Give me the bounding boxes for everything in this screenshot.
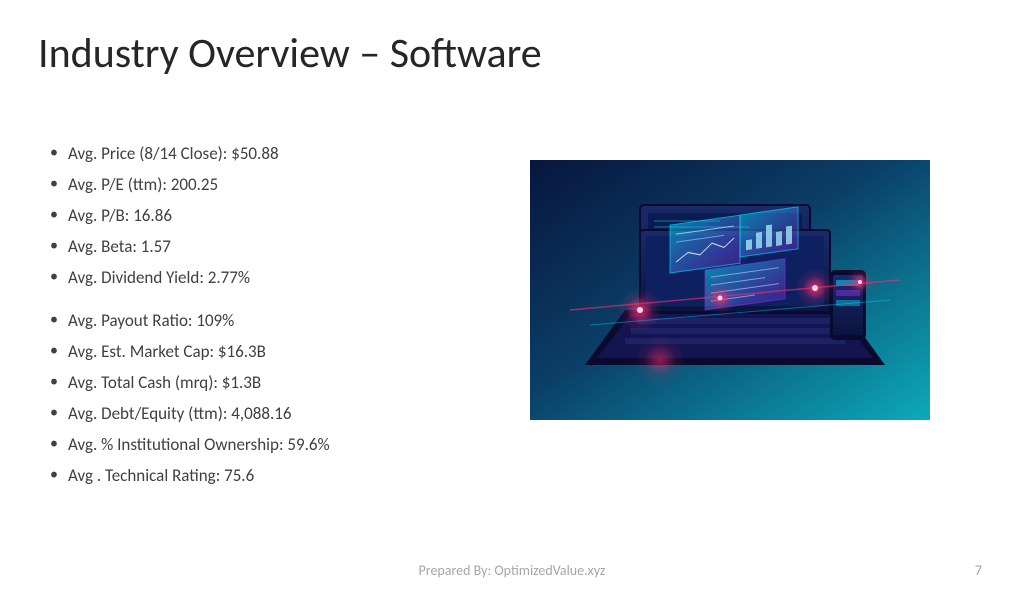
bullet-item: Avg. Debt/Equity (ttm): 4,088.16 <box>50 398 490 429</box>
footer-author: Prepared By: OptimizedValue.xyz <box>0 562 1024 579</box>
decorative-image <box>530 160 930 420</box>
slide-title: Industry Overview – Software <box>38 28 542 79</box>
bullet-region: Avg. Price (8/14 Close): $50.88 Avg. P/E… <box>50 138 490 503</box>
bullet-item: Avg . Technical Rating: 75.6 <box>50 460 490 491</box>
bullet-item: Avg. Dividend Yield: 2.77% <box>50 262 490 293</box>
page-number: 7 <box>975 562 982 579</box>
bullet-group-1: Avg. Price (8/14 Close): $50.88 Avg. P/E… <box>50 138 490 293</box>
bullet-item: Avg. Price (8/14 Close): $50.88 <box>50 138 490 169</box>
bullet-item: Avg. % Institutional Ownership: 59.6% <box>50 429 490 460</box>
bullet-group-2: Avg. Payout Ratio: 109% Avg. Est. Market… <box>50 305 490 491</box>
bullet-item: Avg. Beta: 1.57 <box>50 231 490 262</box>
bullet-item: Avg. Est. Market Cap: $16.3B <box>50 336 490 367</box>
bullet-item: Avg. Payout Ratio: 109% <box>50 305 490 336</box>
bullet-item: Avg. P/B: 16.86 <box>50 200 490 231</box>
bullet-item: Avg. P/E (ttm): 200.25 <box>50 169 490 200</box>
bullet-item: Avg. Total Cash (mrq): $1.3B <box>50 367 490 398</box>
